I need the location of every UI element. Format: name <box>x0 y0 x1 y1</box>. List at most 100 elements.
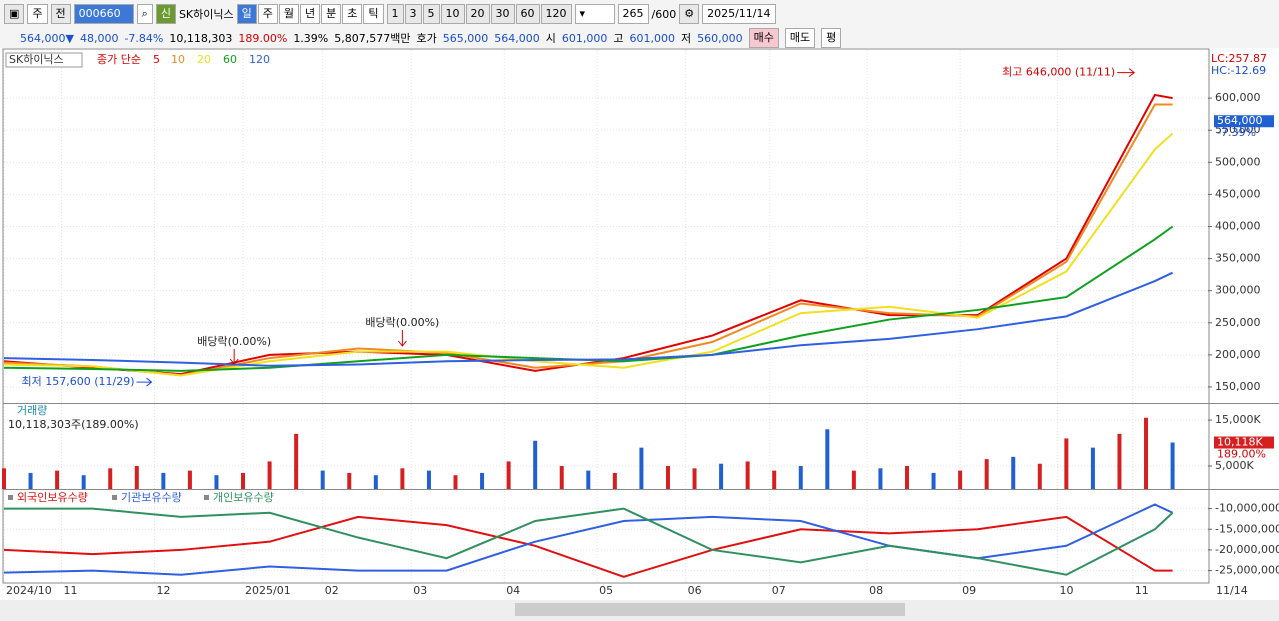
toolbar-button[interactable]: 60 <box>515 4 540 24</box>
y-tick-label: 200,000 <box>1215 348 1261 361</box>
dropdown[interactable]: ▾ <box>574 4 615 24</box>
y-tick-label: 600,000 <box>1215 91 1261 104</box>
legend-swatch <box>204 495 209 500</box>
menu-button[interactable]: ▣ <box>4 4 25 24</box>
volume-change: 189.00% <box>1217 448 1266 461</box>
toolbar-button[interactable]: 120 <box>540 4 572 24</box>
toolbar-button[interactable]: 3 <box>404 4 422 24</box>
volume-bar <box>665 466 670 489</box>
toolbar-button[interactable]: 월 <box>278 4 300 24</box>
dividend-arrow <box>397 330 407 347</box>
toolbar-button[interactable]: 30 <box>490 4 515 24</box>
low-label: 최저 157,600 (11/29) <box>21 375 134 388</box>
volume-bar <box>878 468 883 489</box>
code-input[interactable]: 000660 <box>73 4 134 24</box>
volume-bar <box>1090 447 1095 489</box>
volume-bar <box>639 447 644 489</box>
volume-bar <box>2 468 6 489</box>
volume-bar <box>187 470 192 489</box>
y-tick-label: -25,000,000 <box>1215 564 1279 577</box>
open: 601,000 <box>561 31 608 45</box>
y-tick-label: 250,000 <box>1215 316 1261 329</box>
y-tick-label: 450,000 <box>1215 187 1261 200</box>
volume-bar <box>81 475 86 489</box>
legend-swatch <box>112 495 117 500</box>
volume-bar <box>1011 456 1016 489</box>
dividend-label: 배당락(0.00%) <box>365 316 439 329</box>
prev-button[interactable]: 전 <box>50 4 71 24</box>
series-line <box>3 271 1174 367</box>
x-tick-label: 04 <box>506 584 520 597</box>
y-tick-label: 150,000 <box>1215 380 1261 393</box>
x-tick-label: 07 <box>772 584 786 597</box>
buy-button[interactable]: 매수 <box>748 28 779 48</box>
volume-bar <box>373 475 378 489</box>
low: 560,000 <box>697 31 743 45</box>
toolbar-button[interactable]: 20 <box>465 4 490 24</box>
label: 저 <box>681 32 692 45</box>
sell-button[interactable]: 매도 <box>784 28 816 48</box>
x-tick-label: 08 <box>869 584 883 597</box>
legend-entry: 5 <box>153 53 160 66</box>
volume-bar <box>1144 417 1149 489</box>
x-end-label: 11/14 <box>1216 584 1248 597</box>
amount: 5,807,577백만 <box>334 32 411 45</box>
dividend-label: 배당락(0.00%) <box>197 335 271 348</box>
lc-label: LC:257.87 <box>1211 52 1267 65</box>
info-bar: 564,000▼ 48,000 -7.84% 10,118,303 189.00… <box>0 28 1279 48</box>
legend-entry: 기관보유수량 <box>121 491 182 504</box>
volume-bar <box>825 429 830 489</box>
low-arrow <box>136 377 153 387</box>
series-line <box>3 515 1173 578</box>
market-select[interactable]: 주 <box>27 4 48 24</box>
scroll-thumb[interactable] <box>515 603 905 616</box>
volume-box-label: 10,118K <box>1217 436 1263 449</box>
volume-bar <box>480 472 485 489</box>
toolbar-button[interactable]: 주 <box>257 4 278 24</box>
legend-entry: 외국인보유수량 <box>17 491 88 504</box>
x-tick-label: 09 <box>962 584 976 597</box>
volume-bar <box>320 470 325 489</box>
volume-bar <box>851 470 856 489</box>
search-button[interactable]: ⌕ <box>136 4 153 24</box>
date-input[interactable]: 2025/11/14 <box>702 4 776 24</box>
volume-bar <box>1037 463 1042 489</box>
volume-bar <box>984 459 989 489</box>
bid: 564,000 <box>494 31 540 45</box>
y-tick-label: -10,000,000 <box>1215 502 1279 515</box>
volume-bar <box>1117 433 1122 489</box>
volume-bar <box>692 468 697 489</box>
toolbar-button[interactable]: 틱 <box>363 4 384 24</box>
toolbar-button[interactable]: 년 <box>300 4 321 24</box>
volume-bar <box>28 472 33 489</box>
y-tick-label: 15,000K <box>1215 413 1261 426</box>
toolbar-button[interactable]: 5 <box>422 4 440 24</box>
legend-box <box>5 52 83 68</box>
toolbar-button[interactable]: 10 <box>440 4 465 24</box>
toolbar-button[interactable]: 분 <box>321 4 342 24</box>
avg-button[interactable]: 평 <box>821 28 842 48</box>
series-line <box>3 93 1173 376</box>
change: 48,000 <box>79 31 119 45</box>
legend-entry: 10 <box>171 53 185 66</box>
volume-bar <box>586 470 591 489</box>
volume-bar <box>161 472 166 489</box>
y-tick-label: 350,000 <box>1215 252 1261 265</box>
tool-button[interactable]: ⚙ <box>679 4 700 24</box>
toolbar-button[interactable]: 초 <box>342 4 363 24</box>
x-tick-label: 10 <box>1060 584 1074 597</box>
legend-entry: 개인보유수량 <box>213 491 274 504</box>
interval-group: 1 3 5 10 20 30 60 120 <box>386 4 572 24</box>
toolbar-button[interactable]: 1 <box>386 4 404 24</box>
volume-bar <box>506 461 511 489</box>
x-tick-label: 03 <box>413 584 427 597</box>
volume-bar <box>134 466 139 489</box>
x-tick-label: 11 <box>1135 584 1149 597</box>
volume-bar <box>400 468 405 489</box>
price: 564,000▼ <box>20 31 74 45</box>
toolbar-button[interactable]: 일 <box>236 4 257 24</box>
x-tick-label: 06 <box>688 584 702 597</box>
bar-count[interactable]: 265 <box>617 4 649 24</box>
